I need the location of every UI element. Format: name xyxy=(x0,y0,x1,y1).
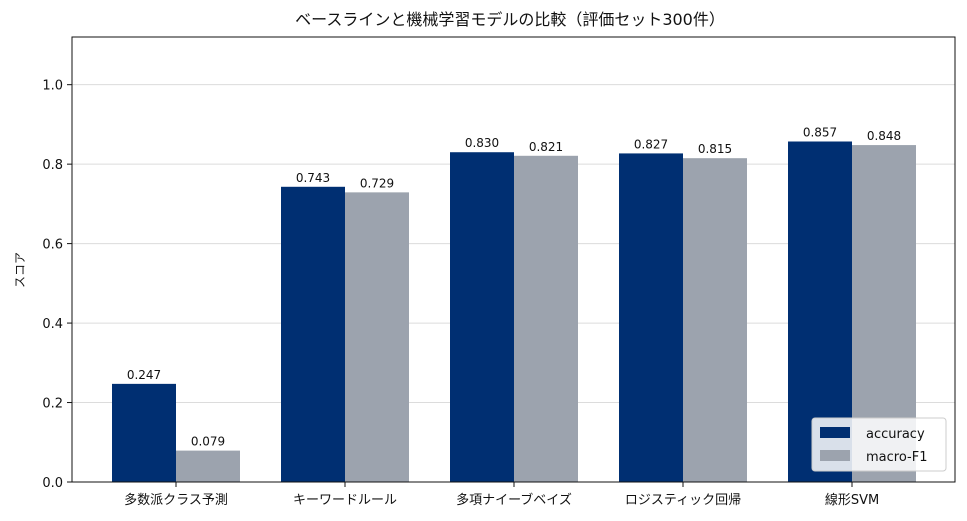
bar-macro-f1 xyxy=(176,450,240,482)
y-tick-label: 0.6 xyxy=(42,238,63,253)
bar-value-label: 0.821 xyxy=(529,140,563,154)
bar-accuracy xyxy=(450,152,514,483)
plot-frame xyxy=(71,36,956,483)
bar-value-label: 0.857 xyxy=(803,125,837,139)
bar-value-label: 0.729 xyxy=(360,176,394,190)
bar-macro-f1 xyxy=(683,158,747,482)
y-tick-label: 1.0 xyxy=(42,79,63,94)
bar-value-label: 0.848 xyxy=(867,129,901,143)
legend-label: accuracy xyxy=(866,427,925,442)
x-tick-label: ロジスティック回帰 xyxy=(625,492,741,508)
x-tick-label: キーワードルール xyxy=(293,493,397,508)
bar-value-label: 0.815 xyxy=(698,142,732,156)
bar-value-label: 0.743 xyxy=(296,171,330,185)
legend-swatch xyxy=(820,427,850,438)
bar-accuracy xyxy=(112,383,176,482)
chart-title: ベースラインと機械学習モデルの比較（評価セット300件） xyxy=(295,10,725,29)
bar-macro-f1 xyxy=(514,155,578,482)
y-axis-label: スコア xyxy=(13,252,27,288)
data-labels: 0.247 0.079 0.743 0.729 0.830 0.821 0.827 0.815… xyxy=(127,125,901,448)
y-tick-label: 0.0 xyxy=(42,476,63,491)
bar-accuracy xyxy=(619,153,683,483)
bar-value-label: 0.830 xyxy=(465,136,499,150)
y-tick-label: 0.2 xyxy=(42,397,63,412)
bar-macro-f1 xyxy=(345,192,409,483)
bar-accuracy xyxy=(281,186,345,483)
axes: 0.0 0.2 0.4 0.6 0.8 1.0 多数派クラス予測 キーワードルール 多項ナイーブ… xyxy=(42,36,956,508)
bar-value-label: 0.079 xyxy=(191,435,225,449)
legend-swatch xyxy=(820,450,850,461)
legend-label: macro-F1 xyxy=(866,450,927,465)
legend: accuracy macro-F1 xyxy=(811,417,947,472)
bars xyxy=(112,141,916,483)
x-tick-label: 多数派クラス予測 xyxy=(124,492,228,508)
x-tick-label: 線形SVM xyxy=(825,492,879,508)
bar-value-label: 0.247 xyxy=(127,368,161,382)
y-tick-label: 0.4 xyxy=(42,317,63,332)
x-tick-label: 多項ナイーブベイズ xyxy=(456,492,572,508)
y-tick-label: 0.8 xyxy=(42,158,63,173)
bar-value-label: 0.827 xyxy=(634,137,668,151)
